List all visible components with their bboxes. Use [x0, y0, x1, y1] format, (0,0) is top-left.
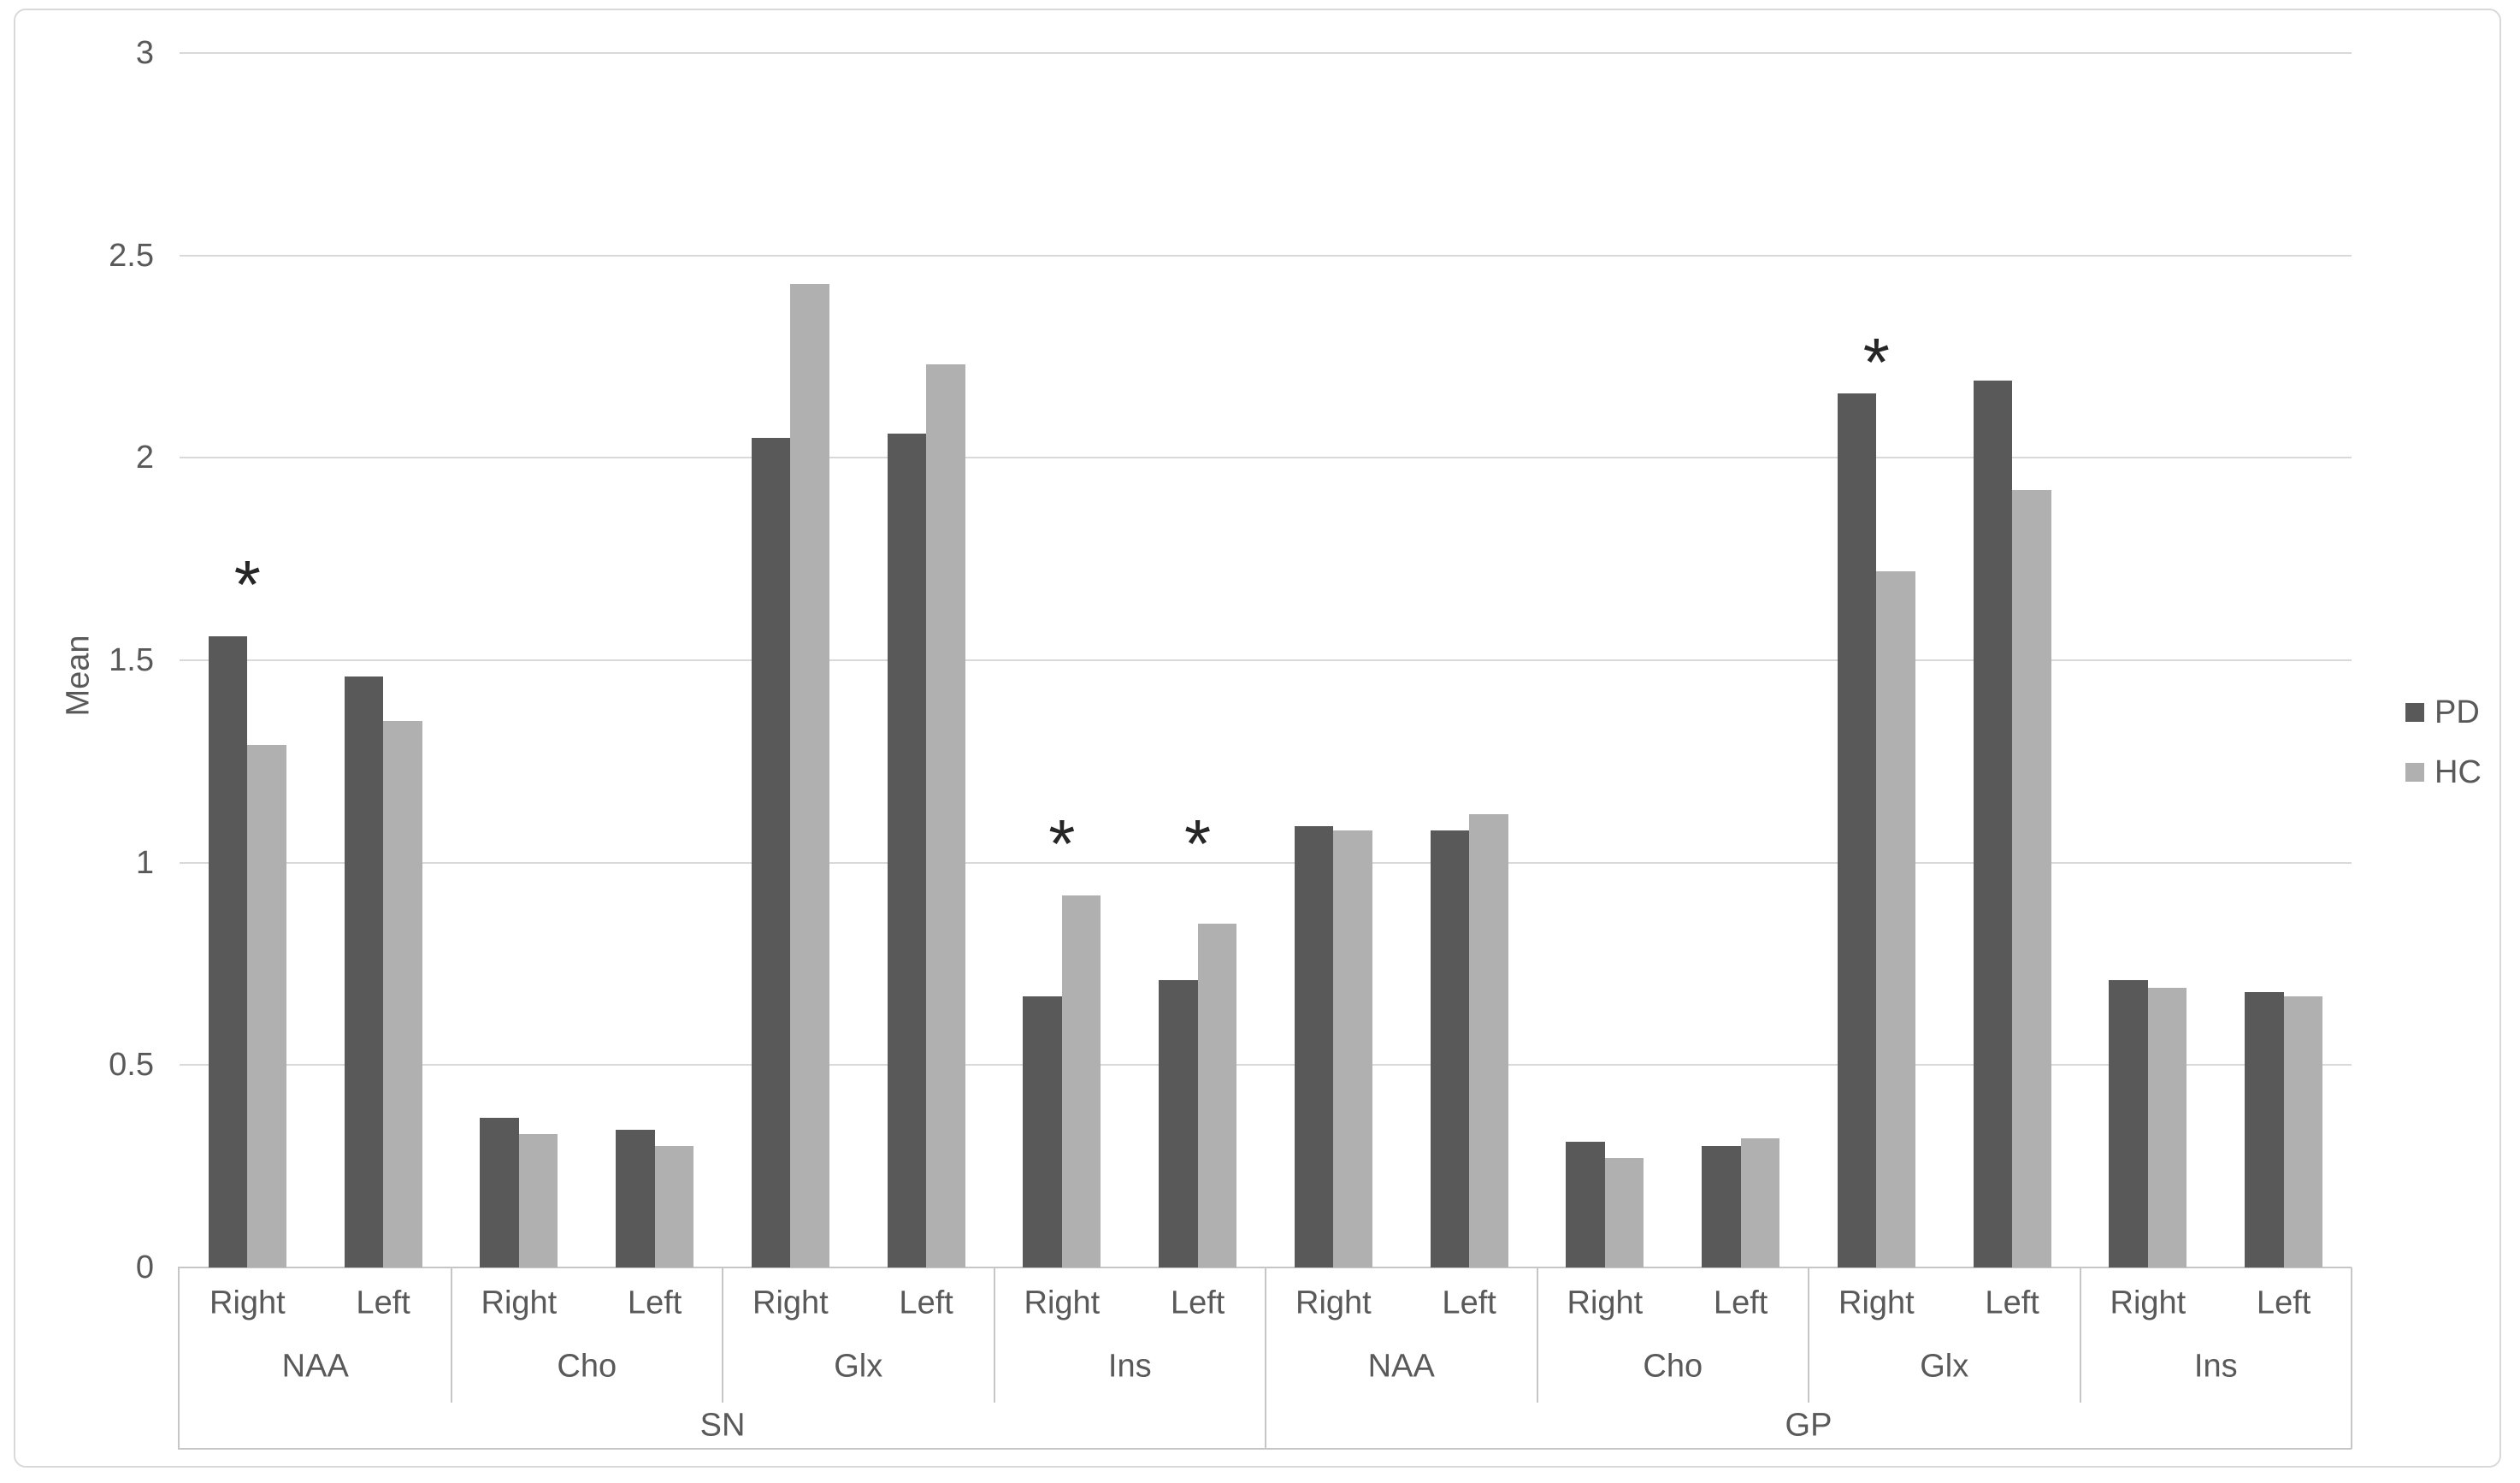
axis-side-label: Left — [1170, 1285, 1225, 1321]
bar-pd — [1294, 826, 1334, 1267]
axis-side-label: Right — [481, 1285, 558, 1321]
bar-hc — [1469, 813, 1508, 1267]
axis-metabolite-label: Cho — [1643, 1348, 1703, 1385]
y-axis-tick-label: 0.5 — [109, 1047, 154, 1084]
bar-hc — [2012, 490, 2051, 1267]
axis-metabolite-label: Glx — [834, 1348, 883, 1385]
bar-pd — [1566, 1142, 1605, 1267]
axis-side-label: Right — [1024, 1285, 1101, 1321]
y-axis-tick-label: 1.5 — [109, 642, 154, 678]
bar-hc — [790, 283, 829, 1267]
axis-side-label: Right — [2110, 1285, 2187, 1321]
bar-pd — [208, 635, 248, 1267]
bar-pd — [344, 676, 384, 1267]
significance-asterisk: * — [1048, 805, 1076, 882]
legend-item-hc: HC — [2405, 754, 2482, 790]
legend: PD HC — [2405, 694, 2482, 814]
bar-pd — [1702, 1146, 1741, 1267]
bar-hc — [247, 745, 286, 1267]
axis-side-label: Left — [356, 1285, 410, 1321]
bar-hc — [1604, 1158, 1644, 1267]
bar-pd — [616, 1130, 655, 1267]
category-separator-line — [993, 1267, 995, 1403]
gridline — [180, 1064, 2352, 1066]
axis-side-label: Left — [1442, 1285, 1496, 1321]
bar-hc — [1333, 830, 1372, 1267]
gridline — [180, 52, 2352, 54]
category-separator-line — [450, 1267, 452, 1403]
bar-pd — [751, 437, 791, 1267]
y-axis-tick-label: 0 — [135, 1250, 154, 1285]
significance-asterisk: * — [1862, 323, 1890, 400]
hc-swatch-icon — [2405, 763, 2424, 782]
axis-metabolite-label: Ins — [1107, 1348, 1152, 1385]
axis-metabolite-label: NAA — [1367, 1348, 1435, 1385]
chart-border — [14, 9, 2501, 1468]
axis-metabolite-label: Cho — [557, 1348, 617, 1385]
axis-metabolite-label: Ins — [2193, 1348, 2238, 1385]
bar-pd — [887, 433, 927, 1267]
bar-hc — [926, 364, 965, 1267]
legend-label-pd: PD — [2434, 694, 2480, 730]
bar-pd — [1973, 381, 2013, 1267]
category-separator-line — [2079, 1267, 2081, 1403]
axis-side-label: Left — [1985, 1285, 2039, 1321]
bar-hc — [654, 1146, 694, 1267]
y-axis-tick-label: 2.5 — [109, 237, 154, 274]
y-axis-tick-label: 3 — [135, 35, 154, 71]
bar-hc — [383, 721, 422, 1267]
bar-pd — [2245, 992, 2284, 1267]
axis-metabolite-label: Glx — [1920, 1348, 1969, 1385]
legend-item-pd: PD — [2405, 694, 2482, 730]
y-axis-tick-label: 1 — [135, 844, 154, 881]
category-separator-line — [1808, 1267, 1809, 1403]
region-separator-line — [178, 1267, 180, 1449]
significance-asterisk: * — [233, 546, 261, 623]
gridline — [180, 457, 2352, 459]
bar-hc — [518, 1133, 558, 1267]
bar-pd — [1430, 830, 1470, 1267]
bar-hc — [1061, 895, 1101, 1267]
gridline — [180, 861, 2352, 864]
bar-pd — [1837, 393, 1877, 1267]
bar-pd — [480, 1117, 519, 1267]
gridline — [180, 254, 2352, 257]
category-table-bottom-line — [178, 1448, 2352, 1450]
pd-swatch-icon — [2405, 703, 2424, 722]
axis-side-label: Right — [752, 1285, 829, 1321]
axis-side-label: Right — [1295, 1285, 1372, 1321]
axis-region-label: SN — [699, 1407, 746, 1444]
axis-side-label: Right — [1838, 1285, 1915, 1321]
bar-hc — [1197, 923, 1237, 1267]
axis-region-label: GP — [1785, 1407, 1832, 1444]
bar-hc — [1876, 570, 1915, 1267]
significance-asterisk: * — [1184, 805, 1212, 882]
legend-label-hc: HC — [2434, 754, 2482, 790]
bar-pd — [2109, 979, 2148, 1267]
axis-side-label: Left — [1713, 1285, 1768, 1321]
bar-pd — [1159, 979, 1198, 1267]
axis-metabolite-label: NAA — [281, 1348, 349, 1385]
axis-side-label: Left — [627, 1285, 682, 1321]
bar-pd — [1023, 996, 1062, 1267]
axis-side-label: Left — [2256, 1285, 2311, 1321]
bar-hc — [1740, 1137, 1780, 1267]
category-separator-line — [1536, 1267, 1538, 1403]
gridline — [180, 659, 2352, 661]
category-separator-line — [722, 1267, 723, 1403]
y-axis-tick-label: 2 — [135, 440, 154, 476]
bar-hc — [2147, 988, 2187, 1267]
region-separator-line — [2351, 1267, 2352, 1449]
bar-hc — [2283, 996, 2323, 1267]
axis-side-label: Right — [210, 1285, 286, 1321]
region-separator-line — [1265, 1267, 1266, 1449]
axis-side-label: Right — [1567, 1285, 1644, 1321]
axis-side-label: Left — [899, 1285, 953, 1321]
